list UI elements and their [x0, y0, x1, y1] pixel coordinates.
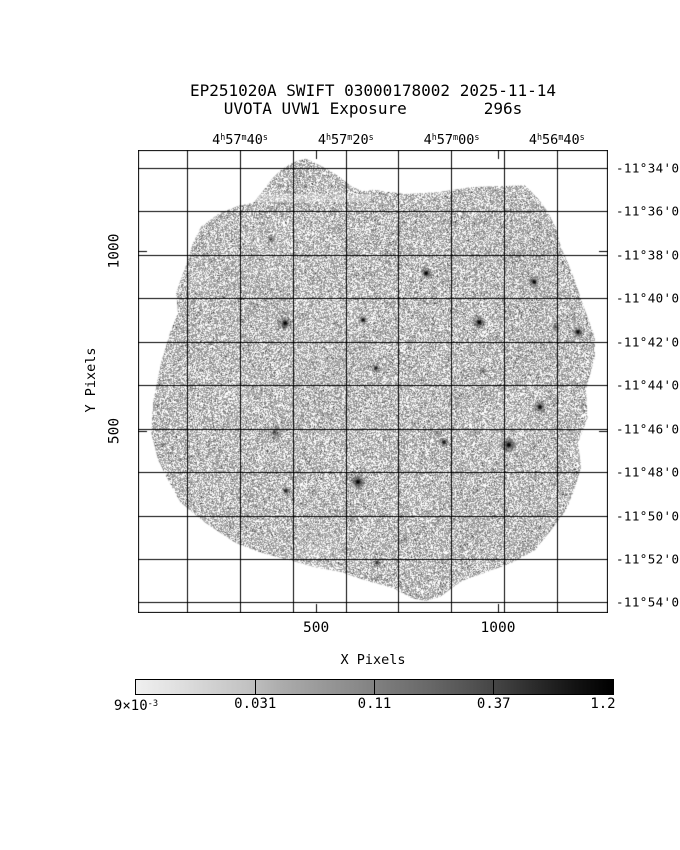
y-pixel-tick-label-0: 1000	[106, 233, 123, 269]
ra-tick-label-sup: s	[262, 132, 268, 142]
ra-tick-label-text: 4	[423, 131, 432, 148]
dec-tick-label-2: -11°38'0	[616, 247, 680, 263]
colorbar-tick-label-sup: -3	[147, 699, 159, 709]
colorbar-divider-2	[374, 680, 375, 694]
colorbar-tick-label-3: 0.37	[477, 697, 511, 712]
ra-tick-label-text: 4	[528, 131, 537, 148]
colorbar-divider-1	[254, 680, 256, 694]
dec-tick-label-10: -11°54'0	[616, 594, 680, 610]
ra-tick-label-sup: h	[537, 132, 543, 142]
ra-tick-label-text: 57	[331, 131, 348, 148]
dec-tick-label-4: -11°42'0	[616, 334, 680, 350]
ra-tick-label-sup: m	[558, 132, 564, 142]
colorbar-tick-label-4: 1.2	[590, 697, 615, 712]
ra-tick-label-text: 4	[212, 131, 221, 148]
ra-tick-label-text: 40	[563, 131, 580, 148]
dec-tick-label-7: -11°48'0	[616, 464, 680, 480]
colorbar-divider-3	[493, 680, 495, 694]
dec-tick-label-0: -11°34'0	[616, 160, 680, 176]
dec-tick-label-8: -11°50'0	[616, 508, 680, 524]
ra-tick-label-sup: m	[241, 132, 247, 142]
ra-tick-label-text: 57	[436, 131, 454, 148]
ra-tick-label-1: 4h57m20s	[318, 130, 374, 148]
ra-tick-label-0: 4h57m40s	[212, 130, 268, 148]
ra-tick-label-sup: s	[579, 132, 585, 142]
exposure-map-canvas	[138, 150, 608, 613]
dec-tick-label-3: -11°40'0	[616, 290, 680, 306]
ra-tick-label-sup: h	[325, 132, 332, 142]
ra-tick-label-text: 20	[352, 131, 369, 148]
colorbar-tick-label-text: 0.031	[234, 696, 277, 712]
ra-tick-label-text: 57	[225, 131, 242, 148]
ra-tick-label-3: 4h56m40s	[529, 130, 585, 148]
x-axis-title: X Pixels	[340, 652, 406, 668]
colorbar-tick-label-1: 0.031	[234, 697, 276, 712]
colorbar-tick-label-text: 0.37	[476, 696, 511, 712]
colorbar-tick-label-text: 0.11	[357, 696, 392, 712]
ra-tick-label-sup: m	[347, 132, 353, 142]
ra-tick-label-text: 56	[542, 131, 559, 148]
exposure-map-plot	[138, 150, 608, 613]
dec-tick-label-9: -11°52'0	[616, 551, 680, 567]
ra-tick-label-text: 4	[317, 131, 326, 148]
ra-tick-label-2: 4h57m00s	[424, 130, 480, 148]
page-subtitle: UVOTA UVW1 Exposure 296s	[223, 99, 523, 118]
x-pixel-tick-label-1: 1000	[480, 620, 516, 636]
colorbar-tick-label-text: 9×10	[113, 697, 148, 714]
ra-tick-label-sup: s	[368, 132, 374, 142]
y-pixel-tick-label-1: 500	[106, 417, 123, 445]
dec-tick-label-5: -11°44'0	[616, 377, 680, 393]
dec-tick-label-1: -11°36'0	[616, 203, 680, 219]
dec-tick-label-6: -11°46'0	[616, 421, 680, 437]
ra-tick-label-text: 00	[458, 131, 475, 148]
ra-tick-label-sup: s	[474, 132, 480, 142]
colorbar-tick-label-2: 0.11	[358, 697, 392, 712]
colorbar-wedge	[135, 679, 614, 695]
colorbar-tick-label-0: 9×10-3	[114, 697, 158, 714]
ra-tick-label-text: 40	[246, 131, 263, 148]
y-axis-title: Y Pixels	[83, 347, 99, 413]
page-title: EP251020A SWIFT 03000178002 2025-11-14	[189, 81, 557, 100]
colorbar-tick-label-text: 1.2	[590, 696, 616, 712]
x-pixel-tick-label-0: 500	[303, 620, 330, 636]
ra-tick-label-sup: h	[431, 132, 437, 142]
ra-tick-label-sup: m	[453, 132, 459, 142]
ra-tick-label-sup: h	[220, 132, 226, 142]
